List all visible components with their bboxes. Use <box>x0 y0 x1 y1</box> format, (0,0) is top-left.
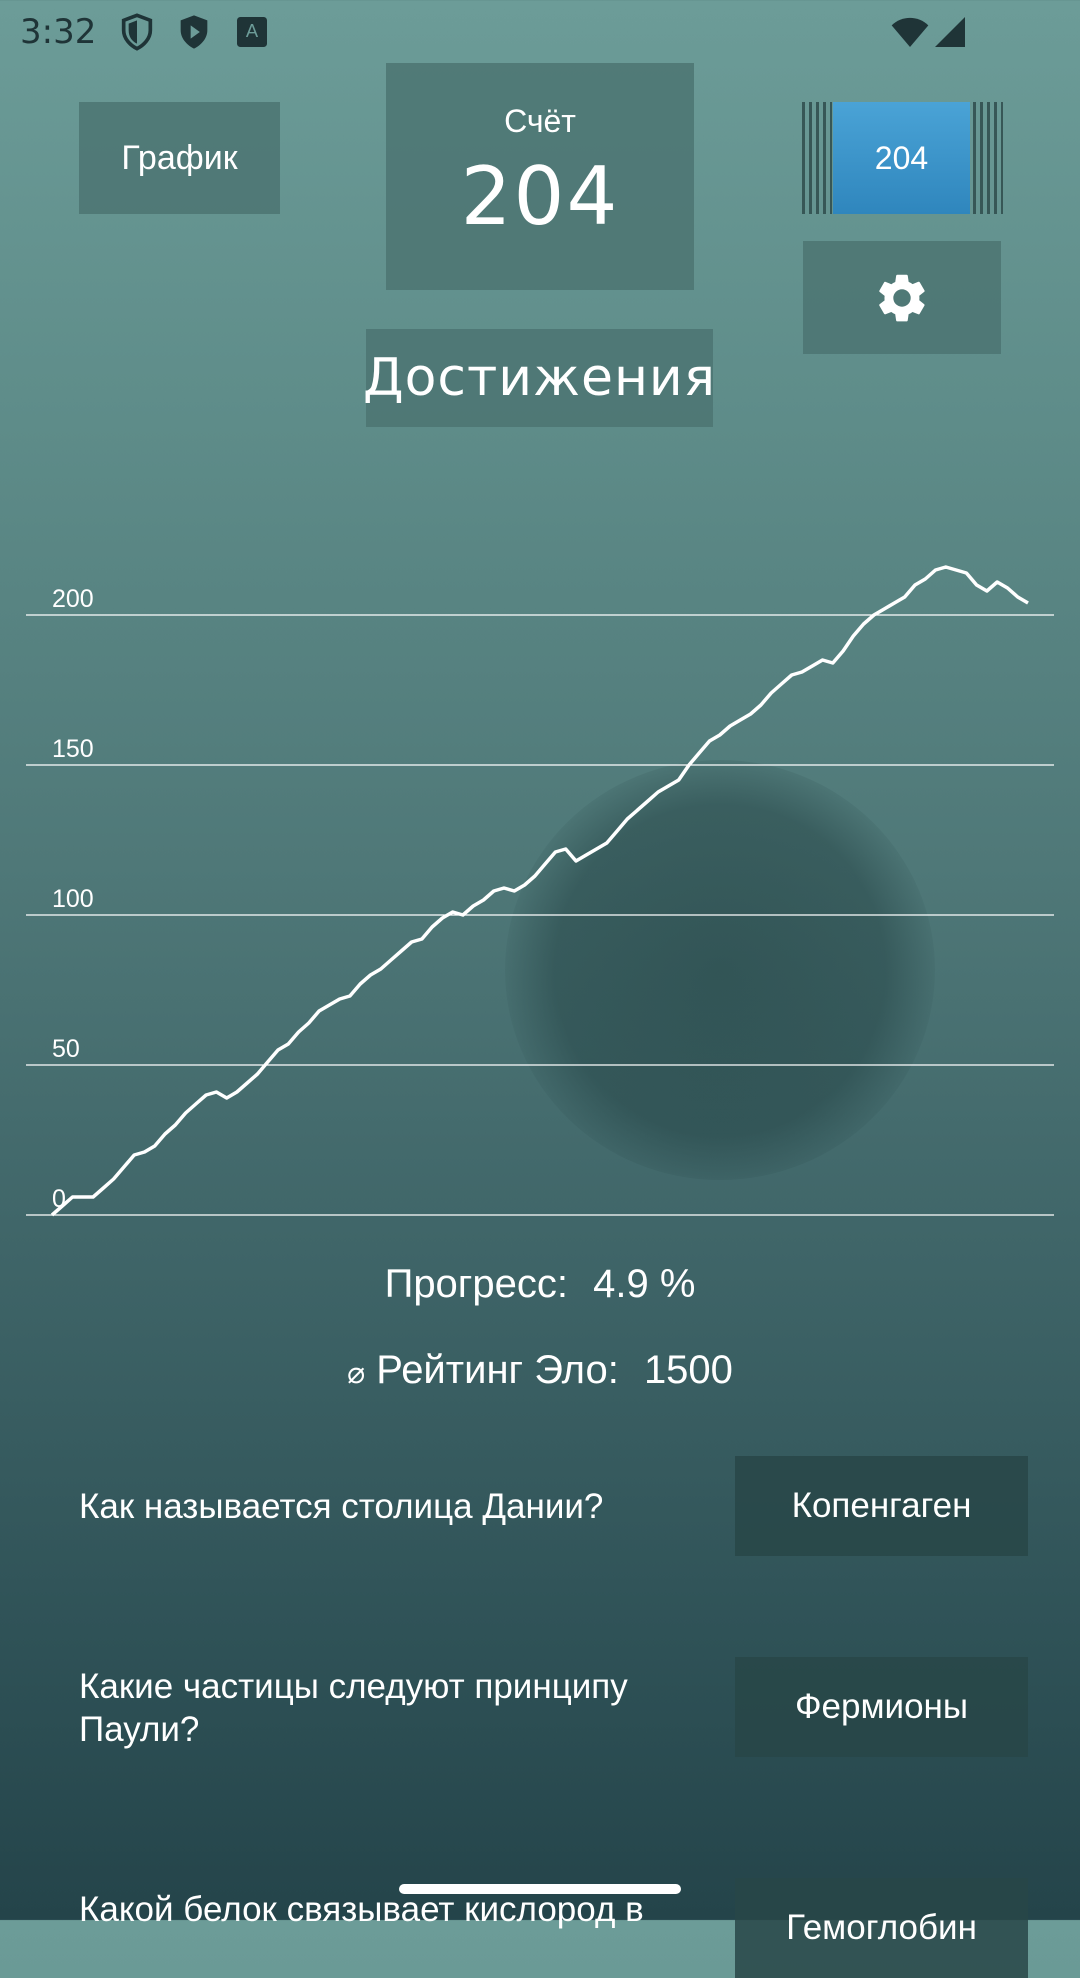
wifi-icon <box>891 17 929 47</box>
progress-line: Прогресс: 4.9 % <box>0 1262 1080 1307</box>
elo-line: ⌀ Рейтинг Эло: 1500 <box>0 1348 1080 1393</box>
progress-value: 4.9 % <box>593 1262 696 1306</box>
level-value: 204 <box>874 139 929 176</box>
status-bar: 3:32 A <box>0 0 1080 64</box>
graph-button[interactable]: График <box>79 102 280 214</box>
level-box: 204 <box>833 102 970 214</box>
keyboard-a-icon: A <box>237 17 267 47</box>
answer-label: Фермионы <box>794 1687 969 1726</box>
home-indicator[interactable] <box>399 1884 681 1894</box>
answer-button[interactable]: Фермионы <box>735 1657 1028 1757</box>
cell-signal-icon <box>935 17 965 47</box>
score-panel: Счёт 204 <box>386 63 694 290</box>
level-right-stripes <box>973 102 1003 214</box>
level-indicator[interactable]: 204 <box>802 102 1003 214</box>
play-shield-icon <box>180 15 208 49</box>
progress-label: Прогресс: <box>384 1262 568 1306</box>
settings-button[interactable] <box>803 241 1001 354</box>
score-label: Счёт <box>504 102 576 139</box>
question-text: Как называется столица Дании? <box>79 1487 604 1526</box>
graph-button-label: График <box>121 138 238 177</box>
achievements-button-label: Достижения <box>362 348 717 408</box>
answer-label: Гемоглобин <box>786 1908 977 1947</box>
question-text: Какие частицы следуют принципу Паули? <box>79 1667 628 1749</box>
shadow-blob <box>505 760 935 1180</box>
achievements-button[interactable]: Достижения <box>362 329 717 427</box>
answer-label: Копенгаген <box>791 1486 972 1525</box>
elo-label: Рейтинг Эло: <box>376 1348 619 1392</box>
level-left-stripes <box>802 102 832 214</box>
y-tick-label: 50 <box>52 1035 80 1063</box>
shield-icon <box>121 13 153 51</box>
answer-button[interactable]: Копенгаген <box>735 1456 1028 1556</box>
status-time: 3:32 <box>20 12 97 52</box>
gear-icon <box>879 274 925 321</box>
question-text: Какой белок связывает кислород в <box>79 1890 644 1929</box>
elo-value: 1500 <box>643 1348 733 1392</box>
score-value: 204 <box>460 149 620 243</box>
elo-prefix-icon: ⌀ <box>347 1357 366 1390</box>
y-tick-label: 200 <box>52 585 94 613</box>
y-tick-label: 150 <box>52 735 94 763</box>
series-line <box>50 565 1029 1217</box>
answer-button[interactable]: Гемоглобин <box>735 1878 1028 1978</box>
y-tick-label: 100 <box>52 885 94 913</box>
svg-text:A: A <box>246 20 259 41</box>
